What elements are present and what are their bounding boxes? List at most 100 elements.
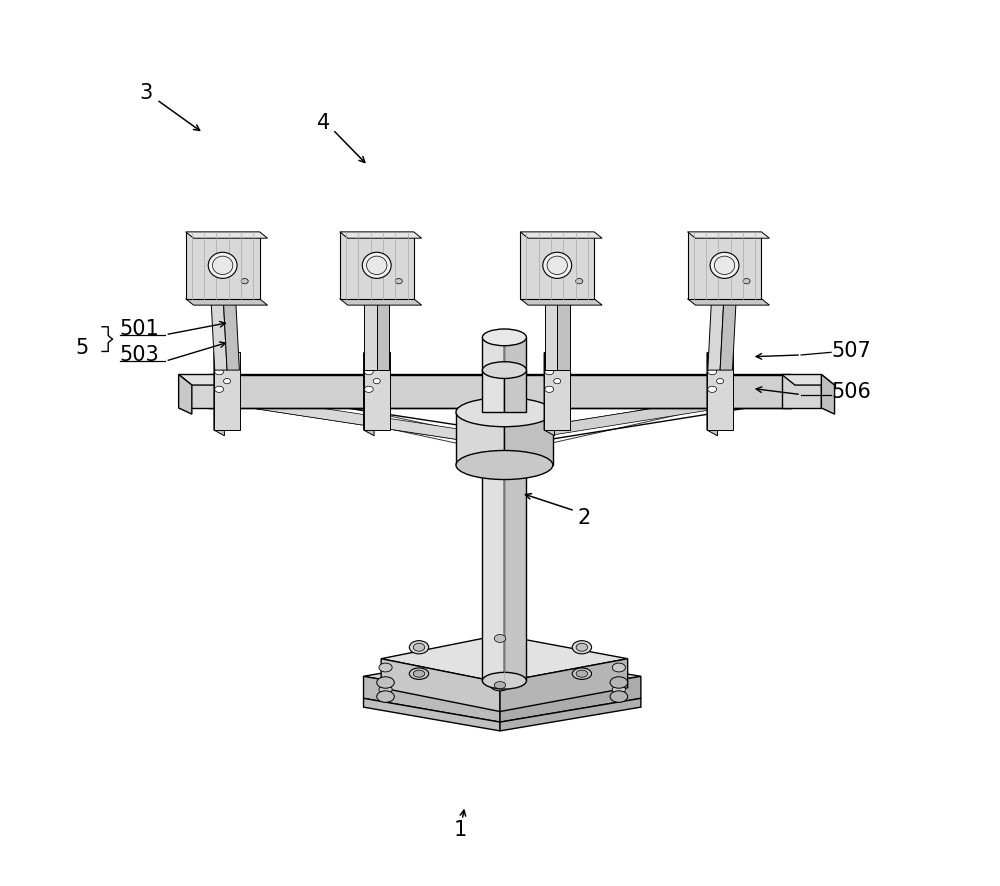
Polygon shape bbox=[209, 375, 791, 408]
Ellipse shape bbox=[714, 256, 735, 275]
Ellipse shape bbox=[554, 378, 561, 384]
Text: 3: 3 bbox=[139, 82, 153, 103]
Polygon shape bbox=[782, 375, 835, 385]
Ellipse shape bbox=[612, 663, 625, 672]
Polygon shape bbox=[500, 698, 641, 731]
Ellipse shape bbox=[241, 278, 248, 284]
Polygon shape bbox=[533, 272, 582, 286]
Ellipse shape bbox=[572, 641, 592, 654]
Ellipse shape bbox=[413, 670, 425, 677]
Ellipse shape bbox=[576, 643, 588, 651]
Ellipse shape bbox=[494, 634, 506, 642]
Ellipse shape bbox=[554, 361, 561, 366]
Ellipse shape bbox=[456, 450, 553, 479]
Ellipse shape bbox=[373, 378, 380, 384]
Ellipse shape bbox=[712, 282, 737, 291]
Polygon shape bbox=[186, 299, 268, 305]
Polygon shape bbox=[557, 286, 570, 370]
Polygon shape bbox=[381, 658, 500, 711]
Ellipse shape bbox=[379, 685, 392, 694]
Ellipse shape bbox=[212, 256, 233, 275]
Ellipse shape bbox=[377, 691, 394, 703]
Polygon shape bbox=[688, 232, 769, 238]
Ellipse shape bbox=[547, 256, 567, 275]
Ellipse shape bbox=[482, 672, 526, 689]
Text: 506: 506 bbox=[831, 382, 871, 402]
Ellipse shape bbox=[373, 361, 380, 366]
Polygon shape bbox=[500, 676, 641, 722]
Polygon shape bbox=[782, 375, 821, 408]
Polygon shape bbox=[340, 299, 422, 305]
Ellipse shape bbox=[215, 386, 224, 392]
Text: 507: 507 bbox=[831, 340, 871, 361]
Ellipse shape bbox=[708, 386, 717, 392]
Ellipse shape bbox=[545, 282, 570, 291]
Polygon shape bbox=[223, 286, 239, 370]
Polygon shape bbox=[688, 232, 761, 299]
Polygon shape bbox=[707, 353, 717, 436]
Polygon shape bbox=[520, 232, 594, 299]
Polygon shape bbox=[214, 353, 224, 436]
Polygon shape bbox=[364, 653, 641, 700]
Ellipse shape bbox=[456, 398, 553, 427]
Text: 1: 1 bbox=[454, 820, 467, 841]
Polygon shape bbox=[186, 232, 268, 238]
Ellipse shape bbox=[708, 369, 717, 375]
Ellipse shape bbox=[717, 378, 724, 384]
Ellipse shape bbox=[364, 386, 373, 392]
Ellipse shape bbox=[208, 253, 237, 278]
Polygon shape bbox=[364, 676, 500, 722]
Polygon shape bbox=[364, 698, 500, 731]
Polygon shape bbox=[364, 353, 390, 430]
Polygon shape bbox=[179, 375, 231, 385]
Ellipse shape bbox=[612, 685, 625, 694]
Ellipse shape bbox=[395, 278, 402, 284]
Polygon shape bbox=[500, 658, 628, 711]
Ellipse shape bbox=[494, 681, 506, 688]
Ellipse shape bbox=[576, 278, 583, 284]
Polygon shape bbox=[688, 299, 769, 305]
Polygon shape bbox=[700, 272, 749, 286]
Ellipse shape bbox=[576, 670, 588, 677]
Text: 5: 5 bbox=[75, 338, 88, 358]
Ellipse shape bbox=[224, 361, 231, 366]
Polygon shape bbox=[504, 338, 526, 680]
Polygon shape bbox=[377, 286, 389, 370]
Ellipse shape bbox=[409, 668, 429, 680]
Ellipse shape bbox=[215, 369, 224, 375]
Text: 4: 4 bbox=[317, 113, 331, 133]
Polygon shape bbox=[352, 272, 401, 286]
Text: 2: 2 bbox=[577, 508, 590, 528]
Polygon shape bbox=[708, 286, 725, 370]
Text: 501: 501 bbox=[120, 319, 159, 338]
Text: 503: 503 bbox=[120, 345, 159, 365]
Polygon shape bbox=[544, 353, 570, 430]
Ellipse shape bbox=[409, 641, 429, 654]
Ellipse shape bbox=[362, 253, 391, 278]
Polygon shape bbox=[340, 232, 414, 299]
Ellipse shape bbox=[545, 386, 554, 392]
Polygon shape bbox=[209, 375, 804, 385]
Polygon shape bbox=[504, 370, 526, 412]
Polygon shape bbox=[340, 232, 422, 238]
Polygon shape bbox=[544, 353, 555, 436]
Ellipse shape bbox=[413, 643, 425, 651]
Polygon shape bbox=[364, 286, 377, 370]
Ellipse shape bbox=[364, 282, 389, 291]
Polygon shape bbox=[504, 412, 553, 465]
Ellipse shape bbox=[717, 361, 724, 366]
Ellipse shape bbox=[572, 668, 592, 680]
Polygon shape bbox=[210, 286, 227, 370]
Polygon shape bbox=[542, 394, 743, 437]
Ellipse shape bbox=[743, 278, 750, 284]
Polygon shape bbox=[545, 286, 557, 370]
Ellipse shape bbox=[710, 253, 739, 278]
Polygon shape bbox=[179, 375, 218, 408]
Ellipse shape bbox=[482, 329, 526, 346]
Polygon shape bbox=[482, 338, 504, 680]
Polygon shape bbox=[257, 399, 466, 440]
Polygon shape bbox=[707, 353, 733, 430]
Polygon shape bbox=[456, 412, 504, 465]
Polygon shape bbox=[520, 232, 602, 238]
Polygon shape bbox=[179, 375, 192, 414]
